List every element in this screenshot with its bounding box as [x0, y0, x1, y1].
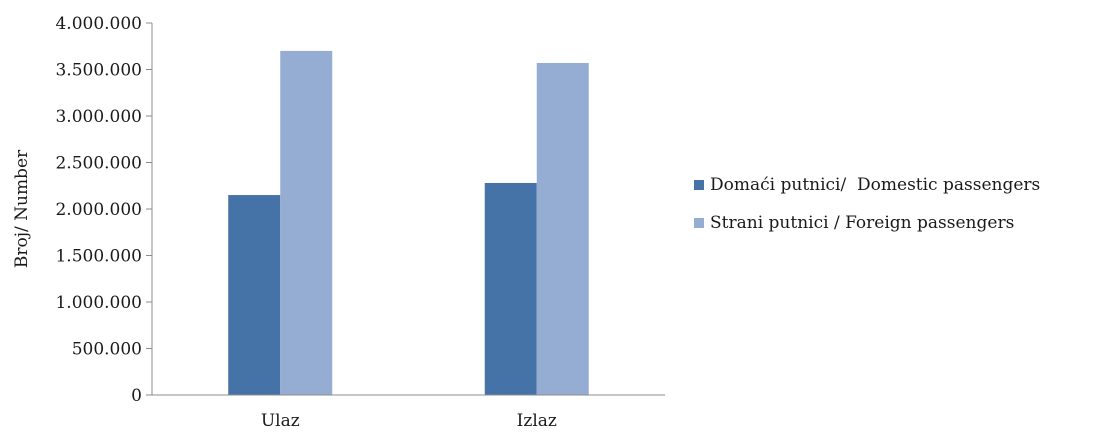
- legend-label-domestic: Domaći putnici/ Domestic passengers: [710, 175, 1041, 195]
- y-tick-label: 1.000.000: [55, 293, 142, 313]
- y-tick-label: 1.500.000: [55, 247, 142, 267]
- legend-swatch-foreign: [694, 218, 704, 228]
- y-tick-label: 2.000.000: [55, 200, 142, 220]
- x-tick-label-izlaz: Izlaz: [517, 411, 557, 431]
- bar-ulaz-series-1: [280, 50, 333, 396]
- bar-izlaz-series-0: [484, 182, 537, 395]
- y-tick-label: 2.500.000: [55, 154, 142, 174]
- bar-izlaz-series-1: [536, 62, 589, 396]
- y-tick-label: 3.000.000: [55, 107, 142, 127]
- y-axis-title: Broj/ Number: [12, 149, 32, 268]
- x-axis-ticks: Ulaz Izlaz: [261, 411, 557, 431]
- bars: [228, 50, 589, 396]
- y-tick-label: 4.000.000: [55, 14, 142, 34]
- legend-item-foreign: Strani putnici / Foreign passengers: [694, 210, 1040, 236]
- legend-label-foreign: Strani putnici / Foreign passengers: [710, 213, 1015, 233]
- y-tick-label: 0: [131, 386, 142, 406]
- y-axis-ticks: 0 500.000 1.000.000 1.500.000 2.000.000 2.500…: [55, 14, 152, 406]
- y-tick-label: 3.500.000: [55, 61, 142, 81]
- bar-ulaz-series-0: [228, 195, 281, 395]
- legend: Domaći putnici/ Domestic passengers Stra…: [694, 172, 1040, 248]
- legend-swatch-domestic: [694, 180, 704, 190]
- x-tick-label-ulaz: Ulaz: [261, 411, 300, 431]
- y-tick-label: 500.000: [72, 340, 142, 360]
- legend-item-domestic: Domaći putnici/ Domestic passengers: [694, 172, 1040, 198]
